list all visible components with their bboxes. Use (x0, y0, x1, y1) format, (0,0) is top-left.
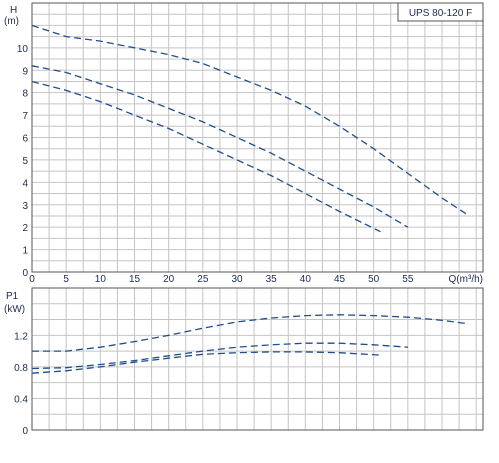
head-curve-2 (31, 65, 409, 228)
head-y-tick-label: 5 (22, 156, 28, 167)
head-curves (31, 24, 467, 233)
q-x-tick-label: 35 (266, 274, 278, 285)
power-plot-frame (31, 287, 484, 431)
q-x-tick-label: 45 (334, 274, 346, 285)
power-chart: 0 0.4 0.8 1.2 P1 (kW) (4, 287, 484, 437)
chart-title-box (397, 2, 484, 22)
q-x-tick-label: 50 (368, 274, 380, 285)
head-y-tick-label: 3 (22, 201, 28, 212)
power-axis-unit: (kW) (4, 304, 25, 315)
head-axis-label: H (10, 5, 17, 16)
power-y-tick-label: 1.2 (14, 331, 28, 342)
head-plot-frame (31, 2, 484, 273)
head-grid (32, 3, 483, 272)
power-curve-2 (31, 342, 408, 370)
power-y-tick-label: 0.8 (14, 363, 28, 374)
q-axis-label: Q(m³/h) (449, 274, 483, 285)
q-x-tick-label: 15 (129, 274, 141, 285)
power-curve-3 (31, 351, 381, 374)
head-y-tick-label: 8 (22, 89, 28, 100)
q-x-tick-label: 0 (29, 274, 35, 285)
power-curve-1 (32, 314, 466, 352)
head-curve-3 (31, 80, 381, 233)
q-x-tick-label: 40 (300, 274, 312, 285)
head-y-tick-label: 0 (22, 268, 28, 279)
chart-title: UPS 80-120 F (409, 8, 472, 19)
power-y-tick-label: 0.4 (14, 394, 28, 405)
head-y-tick-label: 10 (17, 44, 29, 55)
power-y-tick-label: 0 (22, 426, 28, 437)
head-axis-unit: (m) (4, 16, 19, 27)
q-x-tick-label: 25 (197, 274, 209, 285)
head-y-tick-label: 9 (22, 66, 28, 77)
q-x-tick-label: 20 (163, 274, 175, 285)
head-y-ticks: 0 1 2 3 4 5 6 7 8 9 10 (17, 44, 29, 279)
q-x-tick-label: 5 (63, 274, 69, 285)
power-grid (32, 288, 483, 430)
head-y-tick-label: 6 (22, 134, 28, 145)
q-x-tick-label: 30 (231, 274, 243, 285)
head-y-tick-label: 7 (22, 111, 28, 122)
head-y-tick-label: 2 (22, 223, 28, 234)
power-curves (31, 314, 466, 374)
head-y-tick-label: 1 (22, 246, 28, 257)
power-axis-label: P1 (6, 291, 19, 302)
q-x-ticks: 0 5 10 15 20 25 30 35 40 45 50 55 (29, 274, 414, 285)
head-y-tick-label: 4 (22, 178, 28, 189)
q-x-tick-label: 10 (95, 274, 107, 285)
power-y-ticks: 0 0.4 0.8 1.2 (14, 331, 28, 437)
head-curve-1 (31, 24, 467, 215)
q-x-tick-label: 55 (402, 274, 414, 285)
